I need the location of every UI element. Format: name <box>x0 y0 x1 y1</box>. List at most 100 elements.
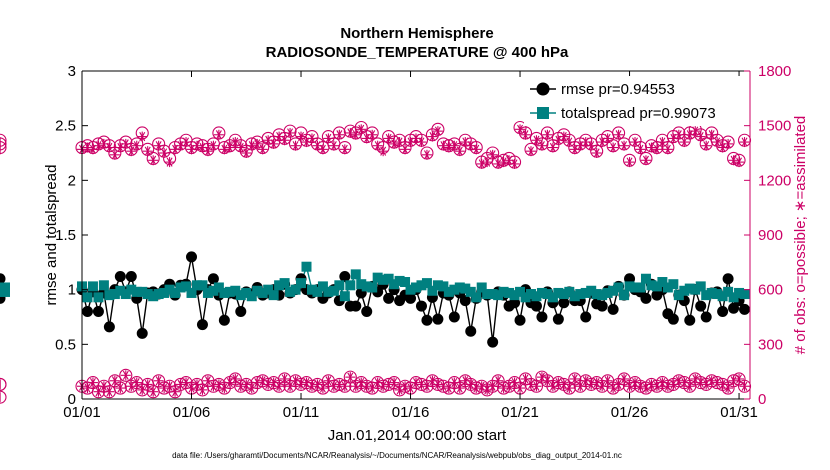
obs-assimilated-point <box>432 379 443 390</box>
spread-point <box>657 277 668 288</box>
obs-assimilated-point <box>378 381 389 392</box>
rmse-point <box>448 311 460 323</box>
obs-assimilated-point <box>509 158 520 169</box>
spread-point <box>471 292 482 303</box>
obs-assimilated-point <box>646 379 657 390</box>
obs-assimilated-point <box>712 137 723 148</box>
obs-assimilated-point <box>383 379 394 390</box>
rmse-point <box>432 313 444 325</box>
y-right-tick-label: 1200 <box>758 172 791 189</box>
chart-title-line1: Northern Hemisphere <box>340 25 493 42</box>
y-right-tick-label: 300 <box>758 336 783 353</box>
obs-assimilated-point <box>208 140 219 151</box>
spread-point <box>306 284 317 295</box>
spread-point <box>153 289 164 300</box>
obs-possible-point <box>113 381 127 395</box>
obs-assimilated-point <box>651 144 662 155</box>
obs-assimilated-point <box>82 142 93 153</box>
obs-assimilated-point <box>175 379 186 390</box>
spread-point <box>87 281 98 292</box>
spread-point <box>613 282 624 293</box>
spread-point <box>290 284 301 295</box>
obs-possible-point <box>0 133 7 147</box>
spread-point <box>263 284 274 295</box>
rmse-point <box>667 313 679 325</box>
spread-point <box>93 292 104 303</box>
spread-point <box>646 280 657 291</box>
obs-assimilated-point <box>241 148 252 158</box>
spread-point <box>142 289 153 300</box>
obs-assimilated-point <box>400 144 411 155</box>
spread-point <box>493 290 504 301</box>
obs-assimilated-point <box>482 157 493 168</box>
obs-assimilated-point <box>148 155 159 166</box>
spread-point <box>405 284 416 295</box>
obs-assimilated-point <box>454 146 465 157</box>
spread-point <box>635 282 646 293</box>
rmse-point <box>186 251 198 263</box>
obs-assimilated-point <box>328 381 339 392</box>
obs-assimilated-point <box>383 133 394 144</box>
obs-assimilated-point <box>493 375 504 386</box>
obs-assimilated-point <box>389 377 400 388</box>
obs-assimilated-point <box>87 377 98 388</box>
obs-assimilated-point <box>306 381 317 392</box>
obs-assimilated-point <box>586 379 597 390</box>
obs-assimilated-point <box>449 377 460 388</box>
obs-assimilated-point <box>104 386 115 397</box>
obs-assimilated-point <box>640 155 651 166</box>
obs-assimilated-point <box>613 379 624 390</box>
spread-point <box>191 280 202 291</box>
spread-point <box>328 285 339 296</box>
spread-point <box>126 284 137 295</box>
obs-assimilated-point <box>668 379 679 390</box>
obs-assimilated-point <box>465 379 476 390</box>
spread-point <box>312 286 323 297</box>
obs-assimilated-point <box>345 372 356 383</box>
rmse-point <box>350 300 362 312</box>
obs-assimilated-point <box>263 379 274 390</box>
obs-assimilated-point <box>126 381 137 392</box>
obs-assimilated-point <box>662 144 673 155</box>
spread-point <box>536 287 547 298</box>
spread-point <box>525 289 536 300</box>
spread-point <box>465 286 476 297</box>
obs-assimilated-point <box>323 375 334 386</box>
obs-assimilated-point <box>690 126 701 137</box>
spread-point <box>175 282 186 293</box>
obs-assimilated-point <box>350 129 361 140</box>
spread-point <box>82 292 93 303</box>
obs-assimilated-point <box>525 379 536 390</box>
obs-assimilated-point <box>536 140 547 151</box>
spread-point <box>630 282 641 293</box>
spread-point <box>274 280 285 291</box>
obs-assimilated-point <box>356 124 367 135</box>
y-right-tick-label: 0 <box>758 391 766 408</box>
rmse-point <box>405 292 417 304</box>
obs-assimilated-point <box>285 381 296 392</box>
spread-point <box>608 285 619 296</box>
obs-assimilated-point <box>619 140 630 151</box>
obs-assimilated-point <box>159 148 170 158</box>
obs-assimilated-point <box>438 140 449 151</box>
obs-assimilated-point <box>109 149 120 160</box>
spread-point <box>454 282 465 293</box>
spread-point <box>120 289 131 300</box>
rmse-point <box>415 300 427 312</box>
spread-point <box>580 287 591 298</box>
rmse-point <box>81 306 93 318</box>
obs-assimilated-point <box>635 381 646 392</box>
obs-assimilated-point <box>619 373 630 384</box>
obs-assimilated-point <box>202 375 213 386</box>
spread-point <box>197 280 208 291</box>
obs-assimilated-point <box>706 129 717 140</box>
obs-assimilated-point <box>597 381 608 392</box>
spread-point <box>230 285 241 296</box>
spread-point <box>104 290 115 301</box>
spread-point <box>317 281 328 292</box>
obs-assimilated-point <box>306 133 317 144</box>
spread-point <box>668 279 679 290</box>
obs-possible-point <box>119 368 133 382</box>
obs-assimilated-point <box>142 146 153 157</box>
obs-assimilated-point <box>679 137 690 148</box>
